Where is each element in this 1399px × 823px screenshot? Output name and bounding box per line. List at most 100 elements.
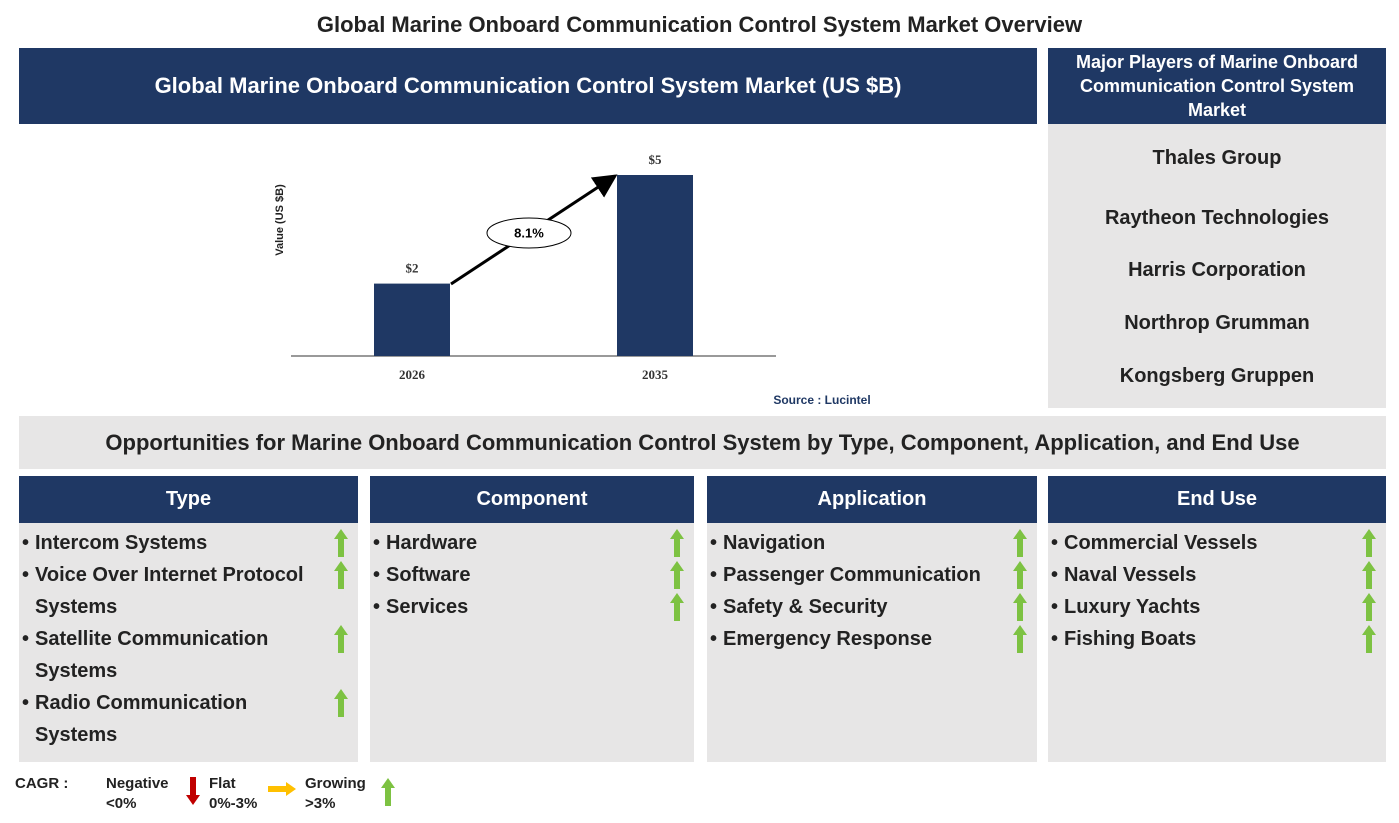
chart-title: Global Marine Onboard Communication Cont… — [19, 48, 1037, 124]
arrow-shape — [334, 561, 348, 589]
flat-arrow — [268, 782, 296, 796]
growing-arrow — [670, 593, 684, 621]
list-item: Emergency Response — [707, 623, 1037, 655]
legend-item: Flat 0%-3% — [209, 774, 257, 814]
legend-name: Negative — [106, 775, 169, 792]
x-tick-label: 2035 — [642, 367, 669, 382]
legend-item: Growing >3% — [305, 774, 366, 814]
item-text: Hardware — [386, 532, 478, 554]
item-text: Voice Over Internet Protocol Systems — [35, 564, 304, 618]
item-text: Services — [386, 596, 469, 618]
column-body: Commercial Vessels Naval Vessels Luxury Ya… — [1048, 523, 1386, 762]
arrow-shape — [670, 561, 684, 589]
item-text: Fishing Boats — [1064, 628, 1197, 650]
list-item: Services — [370, 591, 694, 623]
growing-arrow — [1013, 625, 1027, 653]
arrow-shape — [1362, 625, 1376, 653]
column-body: Intercom Systems Voice Over Internet Prot… — [19, 523, 358, 762]
growing-arrow — [334, 625, 348, 653]
growing-arrow — [670, 561, 684, 589]
player-name: Thales Group — [1152, 147, 1282, 169]
arrow-shape — [334, 625, 348, 653]
growing-arrow — [1362, 561, 1376, 589]
growing-arrow — [1013, 561, 1027, 589]
players-title: Major Players of Marine Onboard Communic… — [1048, 48, 1386, 124]
growing-arrow — [1013, 593, 1027, 621]
item-text: Safety & Security — [723, 596, 888, 618]
list-item: Satellite Communication Systems — [19, 623, 358, 687]
list-item: Intercom Systems — [19, 527, 358, 559]
legend-range: <0% — [106, 795, 137, 812]
player-name: Northrop Grumman — [1124, 312, 1310, 334]
growing-arrow — [381, 778, 395, 806]
list-item: Radio Communication Systems — [19, 687, 358, 751]
value-label: $5 — [649, 152, 663, 167]
item-text: Luxury Yachts — [1064, 596, 1201, 618]
list-item: Voice Over Internet Protocol Systems — [19, 559, 358, 623]
legend-name: Growing — [305, 775, 366, 792]
growing-arrow — [334, 529, 348, 557]
item-text: Radio Communication Systems — [35, 692, 248, 746]
arrow-shape — [670, 593, 684, 621]
list-item: Safety & Security — [707, 591, 1037, 623]
player-name: Kongsberg Gruppen — [1119, 365, 1315, 387]
growing-arrow — [670, 529, 684, 557]
opportunities-title: Opportunities for Marine Onboard Communi… — [19, 416, 1386, 469]
item-text: Commercial Vessels — [1064, 532, 1258, 554]
arrow-shape — [1362, 561, 1376, 589]
chart: Value (US $B) 8.1% Source : Lucintel $2 2… — [274, 152, 871, 407]
bar — [374, 283, 450, 356]
legend-item: Negative <0% — [106, 774, 169, 814]
arrow-shape — [334, 529, 348, 557]
players-panel: Thales Group Raytheon Technologies Harris … — [1048, 124, 1386, 408]
list-item: Hardware — [370, 527, 694, 559]
legend-name: Flat — [209, 775, 236, 792]
growing-arrow — [334, 689, 348, 717]
column-header: End Use — [1048, 476, 1386, 523]
legend-range: 0%-3% — [209, 795, 258, 812]
arrow-shape — [1013, 561, 1027, 589]
growing-arrow — [1362, 593, 1376, 621]
column-header: Type — [19, 476, 358, 523]
growing-arrow — [1362, 529, 1376, 557]
arrow-shape — [670, 529, 684, 557]
player-name: Harris Corporation — [1128, 259, 1306, 281]
column-body: Hardware Software Services — [370, 523, 694, 762]
arrow-shape — [1013, 529, 1027, 557]
item-text: Intercom Systems — [35, 532, 208, 554]
player-name: Raytheon Technologies — [1104, 207, 1330, 229]
list-item: Passenger Communication — [707, 559, 1037, 591]
arrow-shape — [1013, 625, 1027, 653]
item-text: Passenger Communication — [723, 564, 981, 586]
column-header: Application — [707, 476, 1037, 523]
value-label: $2 — [406, 261, 419, 276]
column-body: Navigation Passenger Communication Safety … — [707, 523, 1037, 762]
cagr-ellipse — [486, 217, 572, 249]
item-text: Emergency Response — [723, 628, 932, 650]
list-item: Navigation — [707, 527, 1037, 559]
growing-arrow — [334, 561, 348, 589]
legend-range: >3% — [305, 795, 336, 812]
list-item: Naval Vessels — [1048, 559, 1386, 591]
list-item: Luxury Yachts — [1048, 591, 1386, 623]
growing-arrow — [1013, 529, 1027, 557]
arrow-shape — [381, 778, 395, 806]
column-header: Component — [370, 476, 694, 523]
arrow-shape — [268, 782, 296, 796]
item-text: Naval Vessels — [1064, 564, 1197, 586]
item-text: Software — [386, 564, 471, 586]
item-text: Navigation — [723, 532, 826, 554]
list-item: Commercial Vessels — [1048, 527, 1386, 559]
arrow-shape — [1013, 593, 1027, 621]
legend-label: CAGR : — [15, 775, 69, 792]
arrow-shape — [334, 689, 348, 717]
y-axis-label: Value (US $B) — [274, 184, 286, 256]
bar — [617, 175, 693, 356]
cagr-label: 8.1% — [514, 225, 544, 240]
list-item: Fishing Boats — [1048, 623, 1386, 655]
list-item: Software — [370, 559, 694, 591]
arrow-shape — [186, 777, 200, 805]
arrow-shape — [1362, 593, 1376, 621]
page-title: Global Marine Onboard Communication Cont… — [316, 12, 1083, 37]
